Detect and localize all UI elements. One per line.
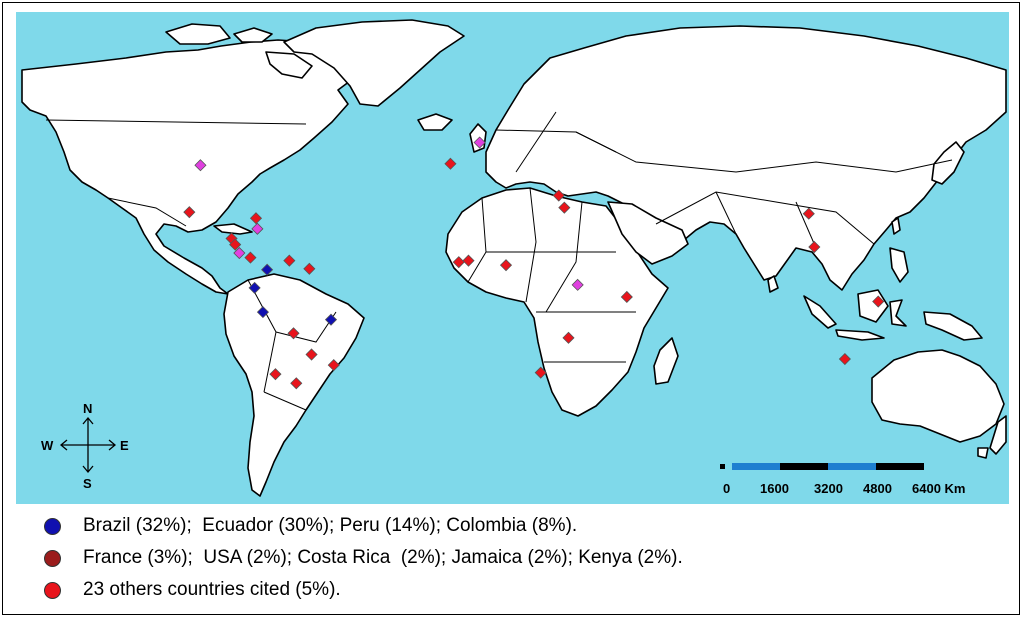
- marker-south-africa: [534, 366, 547, 379]
- madagascar: [653, 337, 679, 385]
- arrow-north-icon: [82, 416, 94, 425]
- marker-guyana: [303, 262, 316, 275]
- legend-text-mid: France (3%); USA (2%); Costa Rica (2%); …: [83, 547, 683, 568]
- compass-rose: [59, 416, 117, 474]
- philippines-islands: [889, 247, 909, 283]
- border-africa-3: [545, 201, 583, 313]
- border-africa-2: [525, 187, 537, 303]
- sumatra: [803, 295, 837, 329]
- scale-segment-4: [876, 463, 924, 470]
- legend-row-minor: 23 others countries cited (5%).: [44, 574, 1004, 606]
- country-borders: [45, 111, 953, 411]
- marker-ecuador: [248, 281, 261, 294]
- marker-usa: [194, 159, 207, 172]
- java: [835, 329, 885, 341]
- border-asia-3: [795, 201, 817, 249]
- scale-label-1600: 1600: [760, 481, 789, 496]
- compass-north-label: N: [83, 401, 92, 416]
- baffin-island: [265, 51, 313, 79]
- arctic-island-1: [165, 23, 231, 45]
- scale-label-0: 0: [723, 481, 730, 496]
- arabian-peninsula: [607, 201, 689, 265]
- scale-segment-3: [828, 463, 876, 470]
- australia-landmass: [871, 349, 1005, 443]
- marker-bolivia: [287, 327, 300, 340]
- scale-label-4800: 4800: [863, 481, 892, 496]
- marker-ghana: [462, 254, 475, 267]
- marker-argentina: [290, 377, 303, 390]
- border-asia-1: [655, 191, 875, 245]
- legend-dot-minor: [44, 581, 61, 599]
- scale-segment-1: [732, 463, 780, 470]
- marker-egypt: [552, 189, 565, 202]
- marker-cameroon: [499, 259, 513, 272]
- marker-peru: [256, 306, 270, 319]
- marker-reunion: [620, 290, 633, 304]
- border-sa-3: [263, 391, 307, 411]
- border-us-mexico: [107, 197, 187, 227]
- new-guinea: [923, 311, 983, 341]
- marker-cuba: [249, 212, 263, 225]
- legend-row-major: Brazil (32%); Ecuador (30%); Peru (14%);…: [44, 510, 1004, 542]
- marker-panama: [244, 251, 257, 264]
- legend-dot-major: [44, 517, 61, 535]
- marker-brazil: [324, 313, 338, 326]
- marker-mexico: [183, 206, 196, 219]
- marker-taiwan: [802, 207, 815, 220]
- compass-west-label: W: [41, 438, 54, 453]
- legend-text-minor: 23 others countries cited (5%).: [83, 579, 341, 600]
- eurasia-landmass: [485, 25, 1007, 291]
- compass-south-label: S: [83, 476, 92, 491]
- scale-bar: [720, 463, 924, 470]
- marker-france: [473, 136, 486, 149]
- marker-costa-rica: [233, 246, 246, 260]
- taiwan-island: [891, 217, 901, 235]
- scale-label-6400: 6400 Km: [912, 481, 965, 496]
- marker-layer: [183, 136, 885, 390]
- new-zealand: [989, 415, 1007, 455]
- marker-venezuela: [283, 254, 296, 267]
- marker-israel: [558, 201, 571, 214]
- legend: Brazil (32%); Ecuador (30%); Peru (14%);…: [44, 510, 1004, 606]
- japan: [931, 141, 965, 185]
- scale-origin-mark: [720, 464, 725, 469]
- marker-brazil-south: [327, 359, 340, 372]
- legend-text-major: Brazil (32%); Ecuador (30%); Peru (14%);…: [83, 515, 578, 536]
- border-russia: [575, 131, 953, 173]
- marker-colombia: [261, 263, 274, 276]
- marker-papua: [872, 295, 885, 308]
- marker-nicaragua: [229, 238, 242, 251]
- marker-mozambique: [562, 331, 575, 344]
- iceland: [417, 113, 453, 131]
- marker-australia: [838, 352, 851, 366]
- legend-dot-mid: [44, 549, 61, 567]
- tasmania: [977, 447, 989, 459]
- border-us-canada: [45, 119, 307, 125]
- marker-jamaica: [251, 222, 264, 235]
- scale-segment-2: [780, 463, 828, 470]
- sri-lanka: [767, 275, 779, 293]
- greenland: [283, 19, 465, 107]
- marker-kenya: [571, 278, 584, 291]
- arrow-east-icon: [108, 439, 117, 451]
- arctic-island-2: [233, 27, 273, 43]
- marker-paraguay: [305, 348, 318, 361]
- cuba: [213, 223, 253, 235]
- marker-philippines: [808, 240, 821, 254]
- scale-label-3200: 3200: [814, 481, 843, 496]
- legend-row-mid: France (3%); USA (2%); Costa Rica (2%); …: [44, 542, 1004, 574]
- arrow-west-icon: [59, 439, 68, 451]
- compass-east-label: E: [120, 438, 129, 453]
- border-asia-2: [715, 191, 737, 235]
- sulawesi: [889, 299, 907, 327]
- marker-ivory-coast: [452, 256, 465, 269]
- border-europe-2: [515, 111, 557, 173]
- marker-chile: [269, 368, 282, 381]
- arrow-south-icon: [82, 465, 94, 474]
- world-map: N S W E 0 1600 3200 4800 6400 Km: [16, 12, 1009, 504]
- marker-portugal: [444, 157, 457, 170]
